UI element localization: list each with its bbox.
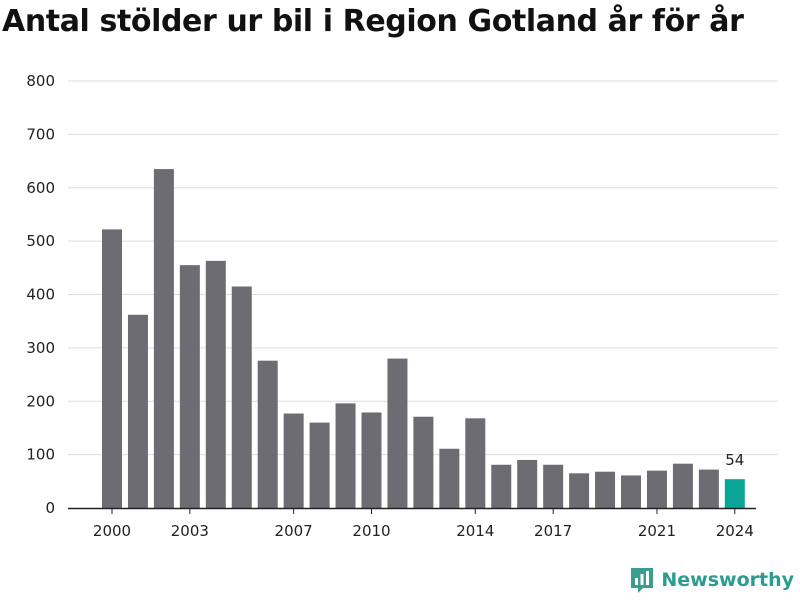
bar-2018 — [569, 473, 590, 508]
brand-name: Newsworthy — [661, 569, 794, 591]
bar-2006 — [257, 360, 278, 508]
y-tick-label: 0 — [45, 499, 55, 517]
y-tick-label: 100 — [26, 446, 55, 464]
bar-2011 — [387, 358, 408, 508]
bar-2002 — [153, 169, 174, 508]
bar-2019 — [595, 471, 616, 508]
y-tick-label: 800 — [26, 72, 55, 90]
bar-2007 — [283, 413, 304, 508]
x-tick-label: 2014 — [456, 522, 494, 540]
bar-2023 — [698, 469, 719, 508]
x-tick-label: 2017 — [534, 522, 572, 540]
bar-2010 — [361, 412, 382, 508]
bar-2008 — [309, 422, 330, 508]
bar-2005 — [231, 286, 252, 508]
data-label: 54 — [725, 451, 744, 469]
bar-2016 — [517, 459, 538, 508]
bar-2017 — [543, 464, 564, 508]
x-tick-label: 2000 — [93, 522, 131, 540]
bar-2001 — [127, 314, 148, 508]
bar-2021 — [646, 470, 667, 508]
bar-2000 — [102, 229, 122, 508]
x-tick-label: 2024 — [716, 522, 754, 540]
y-tick-label: 500 — [26, 232, 55, 250]
bar-2004 — [205, 260, 226, 508]
x-tick-label: 2007 — [275, 522, 313, 540]
bar-2024 — [724, 479, 745, 508]
x-tick-label: 2021 — [638, 522, 676, 540]
x-tick-label: 2010 — [352, 522, 390, 540]
brand-logo[interactable]: Newsworthy — [629, 566, 794, 594]
y-tick-label: 300 — [26, 339, 55, 357]
bar-2003 — [179, 265, 200, 508]
bar-2012 — [413, 416, 434, 508]
y-tick-label: 400 — [26, 286, 55, 304]
bar-chart-logo-icon — [631, 568, 654, 593]
bar-2009 — [335, 403, 356, 508]
bar-2020 — [621, 475, 641, 508]
bar-2013 — [439, 448, 460, 508]
bar-2015 — [491, 464, 512, 508]
y-tick-label: 600 — [26, 179, 55, 197]
y-tick-label: 200 — [26, 392, 55, 410]
y-tick-label: 700 — [26, 125, 55, 143]
bar-2014 — [465, 418, 486, 508]
x-tick-label: 2003 — [171, 522, 209, 540]
chart-title: Antal stölder ur bil i Region Gotland år… — [2, 4, 744, 39]
bar-2022 — [672, 463, 693, 508]
